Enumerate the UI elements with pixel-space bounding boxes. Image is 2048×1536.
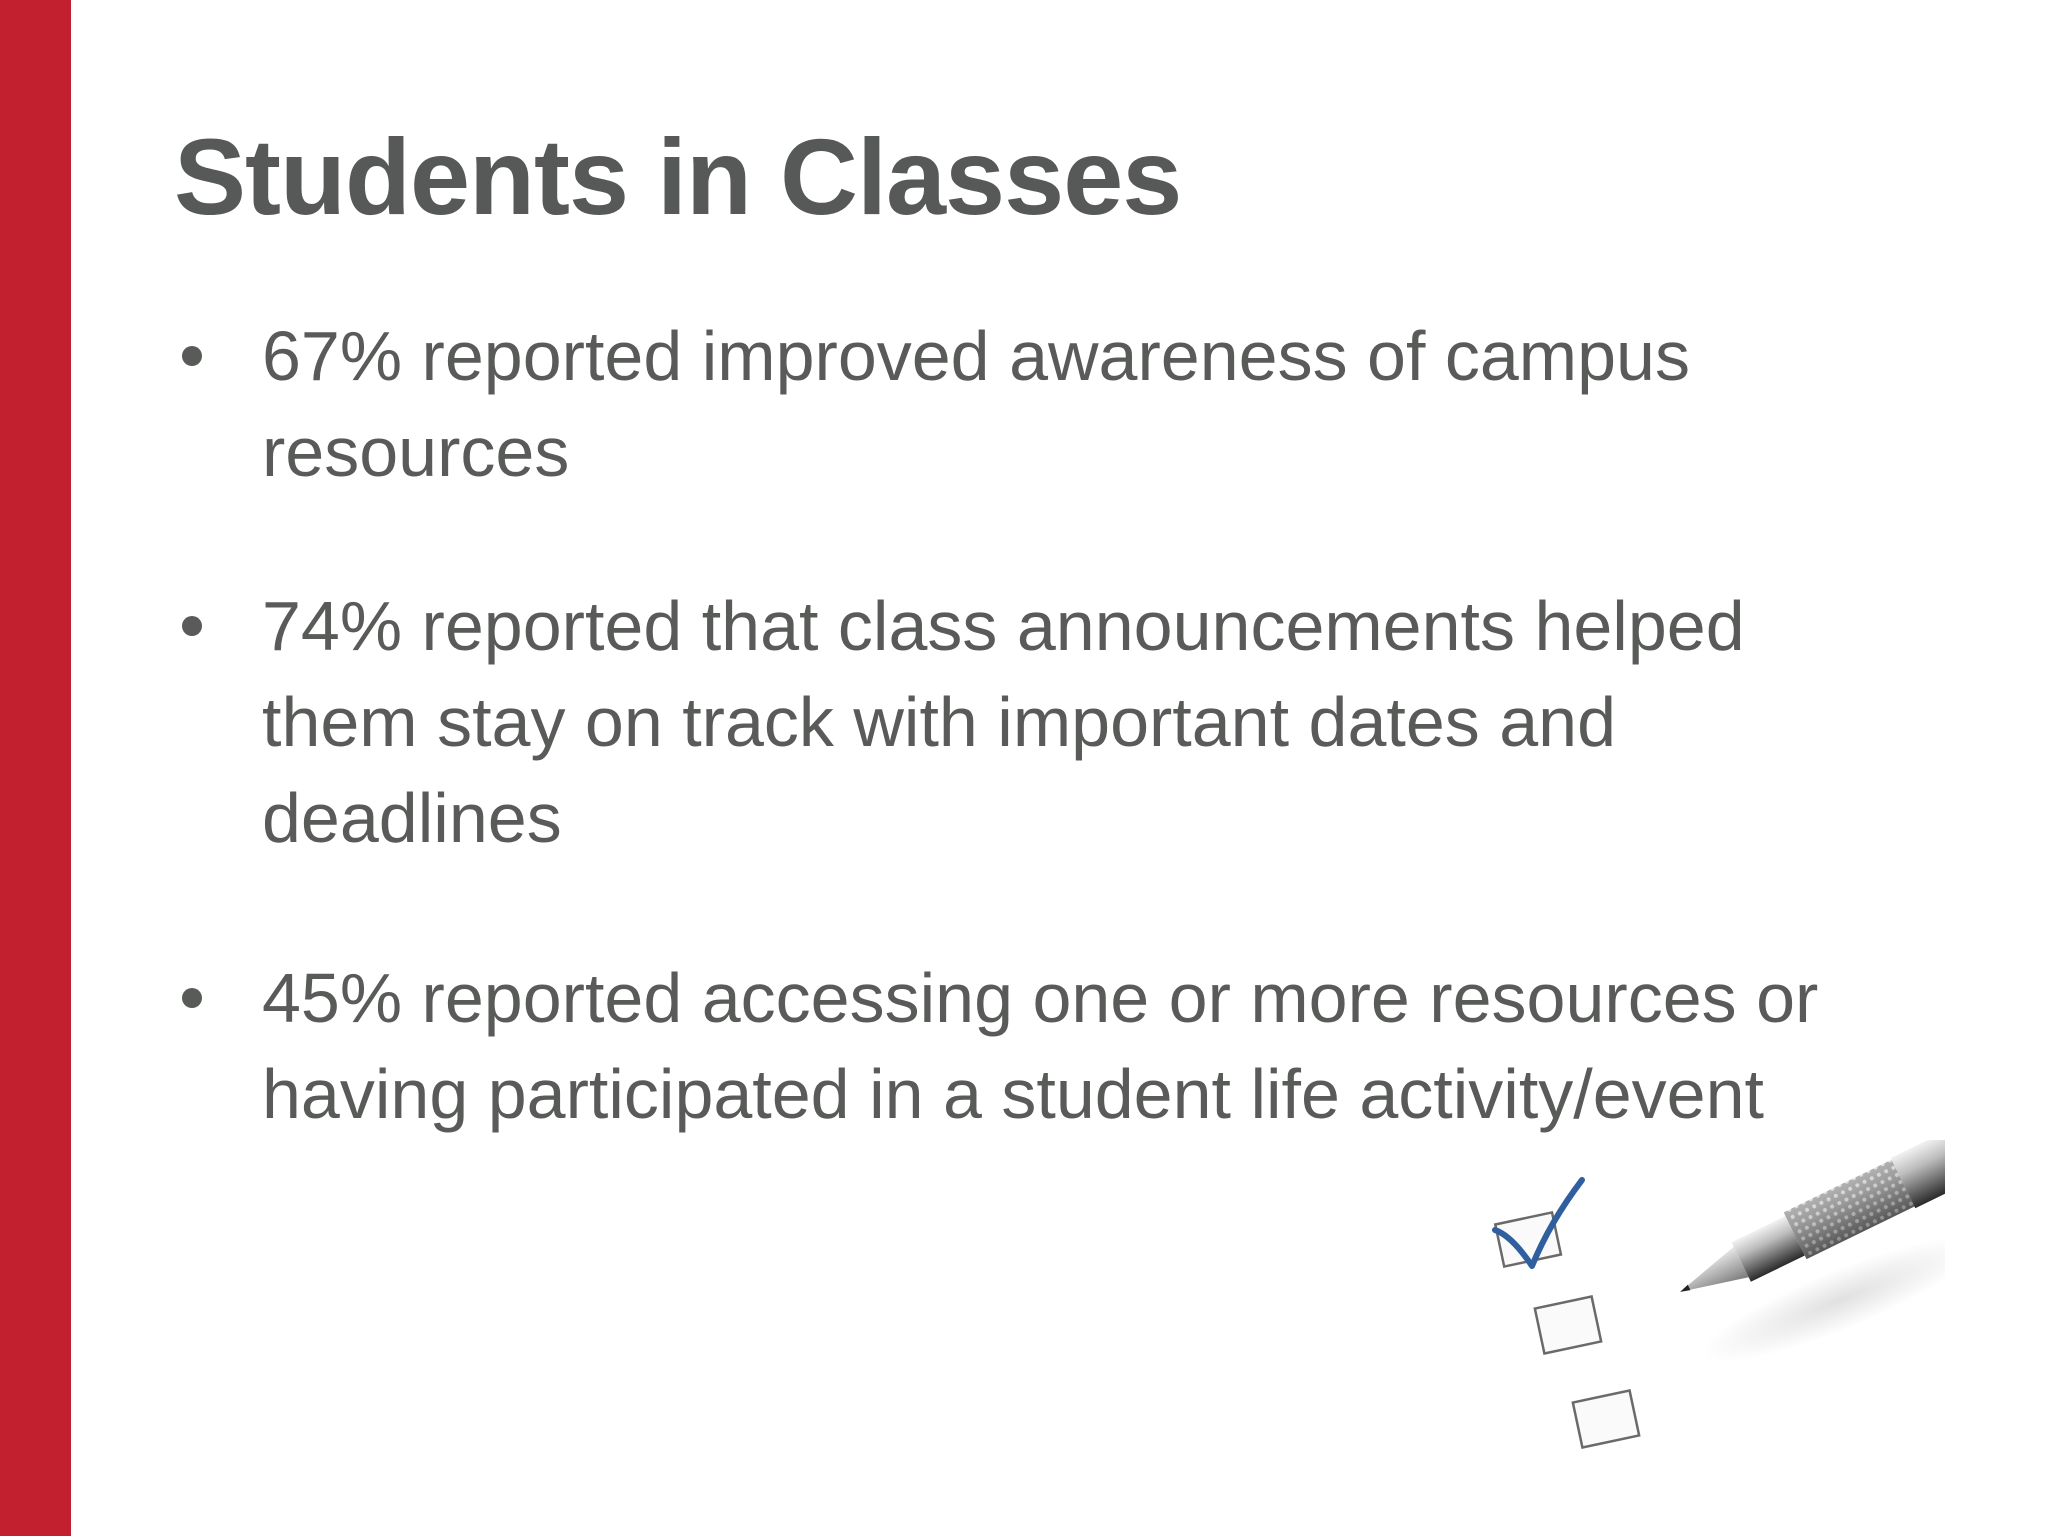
bullet-text: 67% reported improved awareness of campu… [262, 317, 1690, 491]
bullet-text: 74% reported that class announcements he… [262, 587, 1745, 857]
checkbox-empty-icon [1533, 1294, 1603, 1356]
checkbox-checked-icon [1492, 1177, 1585, 1269]
pen-icon [1680, 1140, 1945, 1292]
accent-bar [0, 0, 71, 1536]
bullet-item: 74% reported that class announcements he… [174, 578, 1894, 866]
bullet-dot-icon [182, 616, 202, 636]
bullet-dot-icon [182, 988, 202, 1008]
checklist-with-pen-icon [1492, 1140, 1945, 1450]
bullet-text: 45% reported accessing one or more resou… [262, 959, 1819, 1133]
bullet-item: 67% reported improved awareness of campu… [174, 308, 1894, 500]
checkbox-empty-icon [1571, 1388, 1641, 1450]
bullet-item: 45% reported accessing one or more resou… [174, 950, 1894, 1142]
slide-title: Students in Classes [174, 116, 1182, 237]
bullet-list: 67% reported improved awareness of campu… [174, 308, 1894, 1142]
bullet-dot-icon [182, 346, 202, 366]
